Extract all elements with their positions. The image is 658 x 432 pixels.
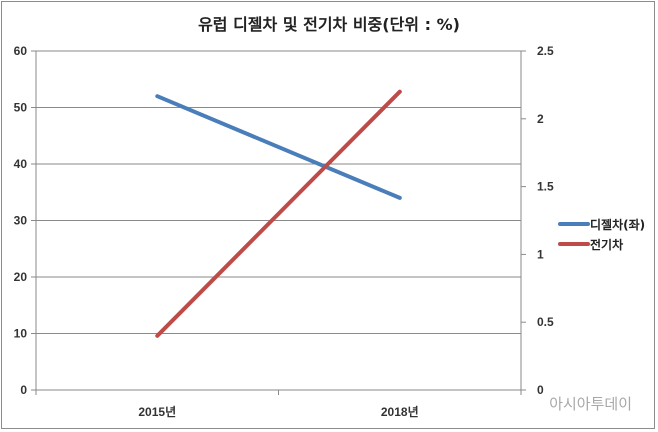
right-tick-label: 0.5: [537, 315, 554, 329]
legend-label: 디젤차(좌): [590, 217, 645, 232]
right-tick-label: 2: [537, 112, 544, 126]
right-tick-label: 1.5: [537, 180, 554, 194]
watermark: 아시아투데이: [549, 395, 632, 413]
left-tick-label: 60: [14, 44, 28, 58]
left-tick-label: 20: [14, 270, 28, 284]
series-line-2: [155, 89, 402, 338]
x-axis-ticks: 2015년 2018년: [138, 405, 418, 419]
gridlines: [36, 50, 521, 334]
right-tick-label: 1: [537, 247, 544, 261]
chart-title: 유럽 디젤차 및 전기차 비중(단위 : %): [198, 15, 460, 34]
left-tick-label: 0: [20, 383, 27, 397]
right-axis-ticks: 0 0.5 1 1.5 2 2.5: [537, 44, 554, 397]
x-tick-label: 2015년: [138, 405, 176, 419]
left-tick-label: 30: [14, 214, 28, 228]
left-axis-ticks: 0 10 20 30 40 50 60: [14, 44, 28, 397]
left-tick-label: 10: [14, 327, 28, 341]
series-lines: [155, 89, 402, 338]
legend: 디젤차(좌) 전기차: [558, 217, 645, 252]
left-tick-label: 40: [14, 157, 28, 171]
series-line-1: [155, 94, 402, 200]
left-tick-label: 50: [14, 101, 28, 115]
right-tick-label: 0: [537, 383, 544, 397]
axes: [31, 50, 526, 395]
legend-label: 전기차: [590, 237, 623, 252]
right-tick-label: 2.5: [537, 44, 554, 58]
x-tick-label: 2018년: [381, 405, 419, 419]
